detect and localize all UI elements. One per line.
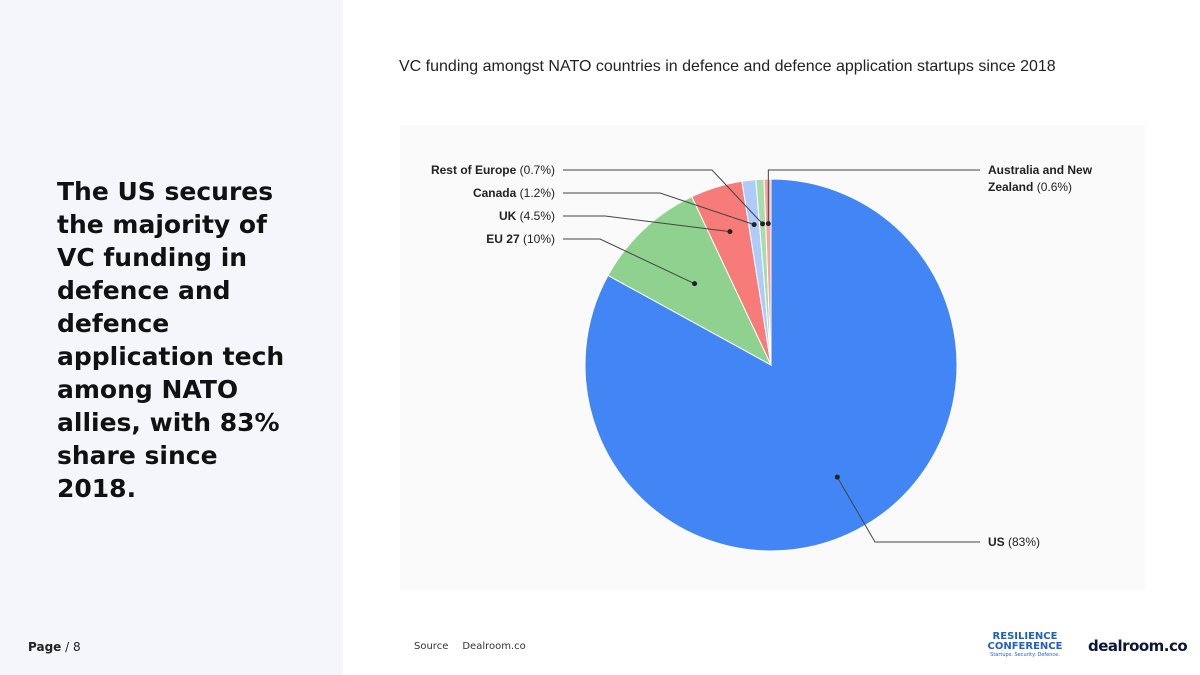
leader-dot [765, 221, 771, 227]
source-value: Dealroom.co [462, 641, 526, 652]
chart-title: VC funding amongst NATO countries in def… [399, 58, 1056, 75]
leader-line [836, 476, 980, 543]
label-eu-27: EU 27 (10%) [486, 232, 555, 246]
left-panel [0, 0, 343, 675]
source-label: Source [414, 641, 449, 652]
leader-line [563, 215, 731, 233]
label-us: US (83%) [988, 535, 1040, 549]
leader-dot [692, 281, 698, 287]
label-australia-and-new-zealand: Australia and New Zealand (0.6%) [988, 163, 1093, 194]
label-canada: Canada (1.2%) [473, 186, 555, 200]
label-rest-of-europe: Rest of Europe (0.7%) [431, 163, 555, 177]
page-label: Page [28, 640, 62, 654]
dealroom-logo: dealroom.co [1088, 637, 1188, 655]
page-total: / 8 [65, 640, 81, 654]
label-uk: UK (4.5%) [499, 209, 555, 223]
source-note: Source Dealroom.co [414, 641, 526, 652]
leader-line [563, 192, 755, 226]
leader-dot [727, 229, 733, 235]
headline: The US secures the majority of VC fundin… [57, 177, 285, 503]
leader-dot [760, 221, 766, 227]
page-indicator: Page / 8 [28, 640, 81, 654]
resilience-conference-logo: RESILIENCE CONFERENCE Startups. Security.… [987, 631, 1063, 659]
leader-dot [751, 222, 757, 228]
leader-line [563, 169, 763, 225]
leader-line [563, 238, 695, 285]
leader-line [767, 169, 980, 224]
leader-dot [834, 474, 840, 480]
